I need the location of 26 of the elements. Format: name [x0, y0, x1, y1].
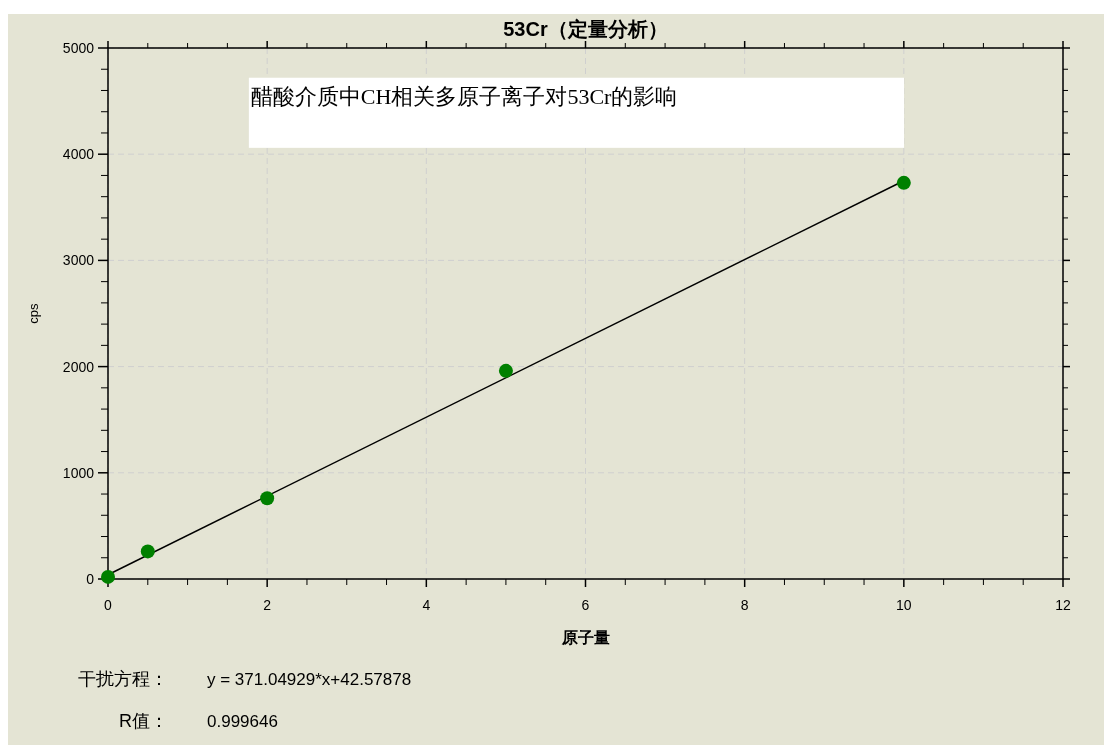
text: 0.999646 [207, 712, 278, 731]
text: R值： [119, 711, 168, 731]
y-tick-label: 5000 [62, 40, 95, 56]
x-tick-label: 12 [1055, 597, 1071, 613]
x-axis-title: 原子量 [560, 629, 610, 646]
point [101, 569, 115, 584]
x-tick-label: 8 [740, 597, 749, 613]
y-axis-title: cps [26, 302, 41, 324]
point [498, 363, 513, 378]
x-tick-label: 4 [422, 597, 431, 613]
point [260, 491, 275, 506]
annotation: 醋酸介质中CH相关多原子离子对53Cr的影响 [250, 83, 678, 109]
x-tick-label: 6 [581, 597, 590, 613]
text: 干扰方程： [78, 669, 168, 689]
point [896, 175, 911, 190]
x-tick-label: 10 [896, 597, 912, 613]
chart-title: 53Cr（定量分析） [503, 18, 668, 40]
point [140, 544, 155, 559]
y-tick-label: 3000 [62, 252, 95, 269]
x-tick-label: 0 [104, 597, 113, 613]
x-tick-label: 2 [263, 597, 272, 613]
y-tick-label: 2000 [62, 358, 95, 375]
y-tick-label: 0 [86, 571, 95, 587]
y-tick-label: 4000 [62, 146, 95, 163]
y-tick-label: 1000 [62, 464, 95, 481]
text: y = 371.04929*x+42.57878 [207, 670, 412, 689]
